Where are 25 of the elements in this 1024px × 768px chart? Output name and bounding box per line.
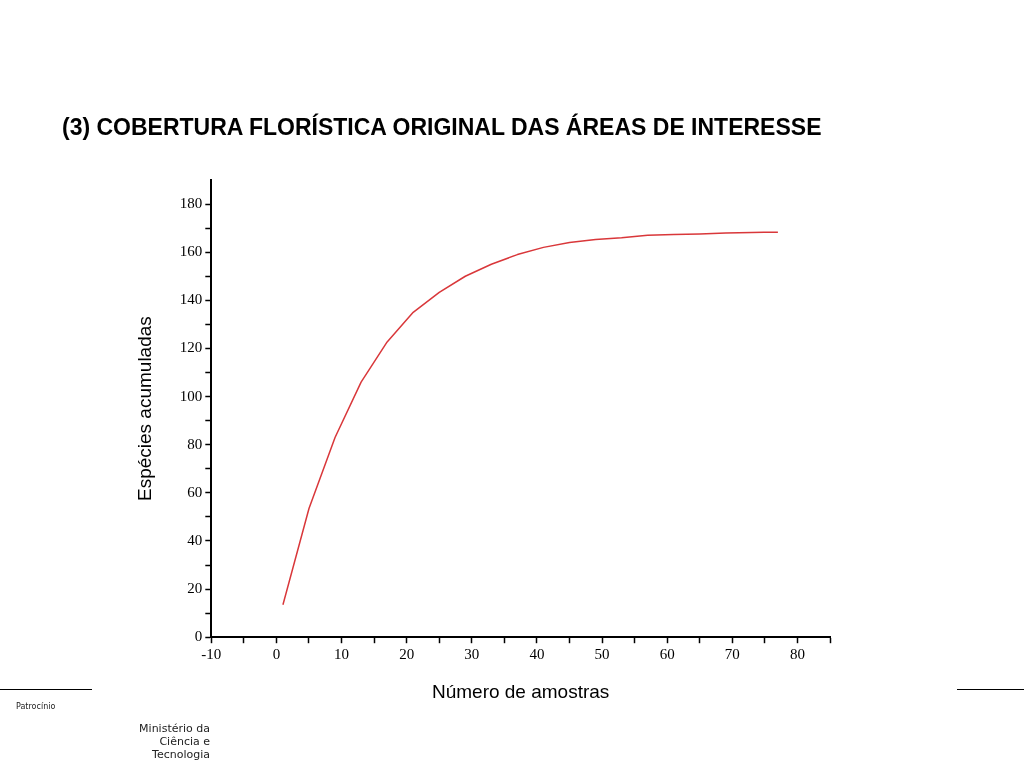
x-tick-label: 0	[272, 646, 281, 663]
text: Ministério da Ciência e Tecnologia	[138, 722, 210, 761]
y-tick-label: 80	[187, 435, 203, 452]
y-tick-label: 140	[179, 291, 203, 308]
y-tick-label: 180	[179, 195, 203, 211]
y-tick-label: 160	[179, 243, 203, 260]
x-tick-label: 30	[464, 646, 480, 663]
y-tick-label: 40	[187, 531, 203, 548]
y-tick-label: 20	[187, 580, 203, 597]
x-tick-label: 70	[724, 646, 740, 663]
x-tick-label: 10	[334, 646, 350, 663]
x-tick-label: 50	[594, 646, 610, 663]
x-tick-label: 60	[659, 646, 675, 663]
y-axis-title: Espécies acumuladas	[133, 316, 155, 502]
y-tick-label: 0	[194, 628, 203, 645]
y-tick-label: 60	[187, 483, 203, 500]
x-axis-title: Número de amostras	[431, 680, 610, 702]
x-tick-label: 80	[789, 646, 805, 663]
x-tick-label: 20	[399, 646, 415, 663]
x-tick-label: -10	[201, 646, 222, 663]
y-tick-label: 100	[179, 387, 203, 404]
chart-title: (3) COBERTURA FLORÍSTICA ORIGINAL DAS ÁREAS DE INTERESSE	[62, 114, 822, 141]
x-tick-label: 40	[529, 646, 545, 663]
text: Patrocínio	[16, 702, 57, 711]
y-tick-label: 120	[179, 339, 203, 356]
